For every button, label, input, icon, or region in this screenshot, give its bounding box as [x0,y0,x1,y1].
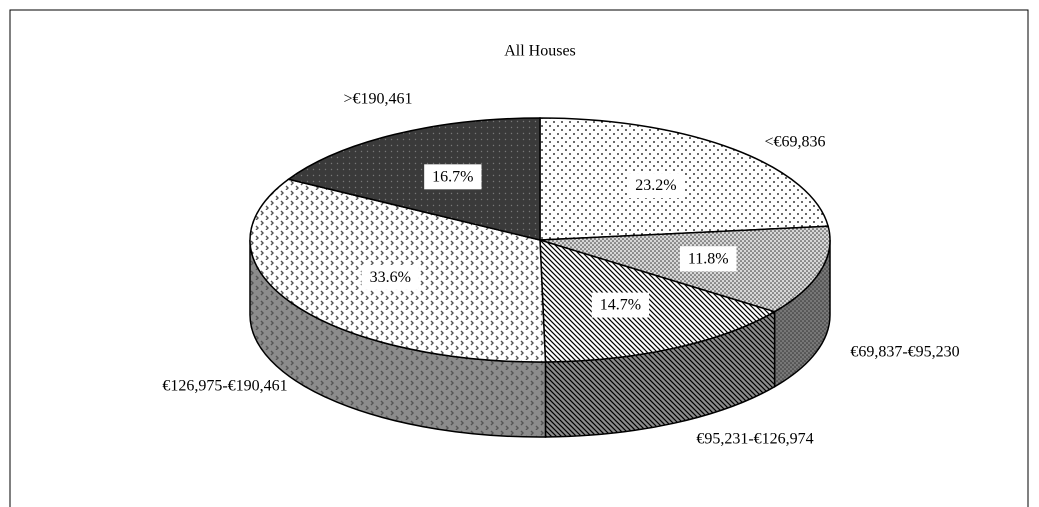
category-label: <€69,836 [764,134,825,151]
data-label-box [361,264,419,290]
data-label: 33.6% [370,269,411,286]
data-label-box [424,164,482,190]
category-label: €126,975-€190,461 [162,378,287,395]
data-label-box [591,292,650,318]
chart-title: All Houses [504,43,576,60]
category-label: €69,837-€95,230 [850,344,959,361]
chart-frame [9,9,1029,507]
category-label: >€190,461 [343,91,412,108]
data-label: 16.7% [432,168,473,185]
pie-slice [539,238,777,363]
data-label: 23.2% [635,177,676,194]
data-label-box [627,173,685,199]
pie-slice [286,117,541,241]
category-label: €95,231-€126,974 [696,431,813,448]
data-label-box [679,246,737,272]
data-label: 11.8% [688,250,729,267]
data-label: 14.7% [600,297,641,314]
